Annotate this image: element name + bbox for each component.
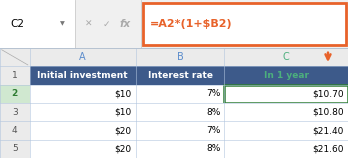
Bar xyxy=(30,140,348,158)
Bar xyxy=(30,121,348,140)
Bar xyxy=(143,3,346,45)
Text: $21.40: $21.40 xyxy=(313,126,344,135)
Text: 3: 3 xyxy=(12,108,18,117)
Text: ✕: ✕ xyxy=(85,20,93,29)
Text: $10: $10 xyxy=(114,108,132,117)
Text: $20: $20 xyxy=(114,126,132,135)
Bar xyxy=(0,0,75,48)
Bar xyxy=(30,85,348,103)
Bar xyxy=(0,85,30,103)
Text: C: C xyxy=(283,52,290,62)
Text: 4: 4 xyxy=(12,126,18,135)
Text: C2: C2 xyxy=(10,19,24,29)
Text: $10: $10 xyxy=(114,89,132,98)
Bar xyxy=(0,0,348,48)
Bar xyxy=(30,103,348,121)
Bar xyxy=(0,140,30,158)
Bar xyxy=(0,103,30,121)
Text: =A2*(1+$B2): =A2*(1+$B2) xyxy=(150,19,232,29)
Text: 8%: 8% xyxy=(206,108,220,117)
Text: A: A xyxy=(79,52,86,62)
Bar xyxy=(0,67,30,85)
Text: $10.80: $10.80 xyxy=(312,108,344,117)
Text: 7%: 7% xyxy=(206,89,220,98)
Text: ▼: ▼ xyxy=(60,22,65,27)
Text: Initial investment: Initial investment xyxy=(37,71,128,80)
Text: $20: $20 xyxy=(114,144,132,153)
Text: ✓: ✓ xyxy=(102,20,110,29)
Text: 8%: 8% xyxy=(206,144,220,153)
Text: $10.70: $10.70 xyxy=(312,89,344,98)
Text: fx: fx xyxy=(120,19,131,29)
Text: 1: 1 xyxy=(12,71,18,80)
Bar xyxy=(30,67,348,85)
Text: B: B xyxy=(177,52,183,62)
Text: 5: 5 xyxy=(12,144,18,153)
Bar xyxy=(224,85,348,103)
Text: 7%: 7% xyxy=(206,126,220,135)
Text: $21.60: $21.60 xyxy=(312,144,344,153)
Bar xyxy=(0,121,30,140)
Text: In 1 year: In 1 year xyxy=(264,71,309,80)
Text: 2: 2 xyxy=(12,89,18,98)
Text: Interest rate: Interest rate xyxy=(148,71,213,80)
Bar xyxy=(0,48,348,67)
